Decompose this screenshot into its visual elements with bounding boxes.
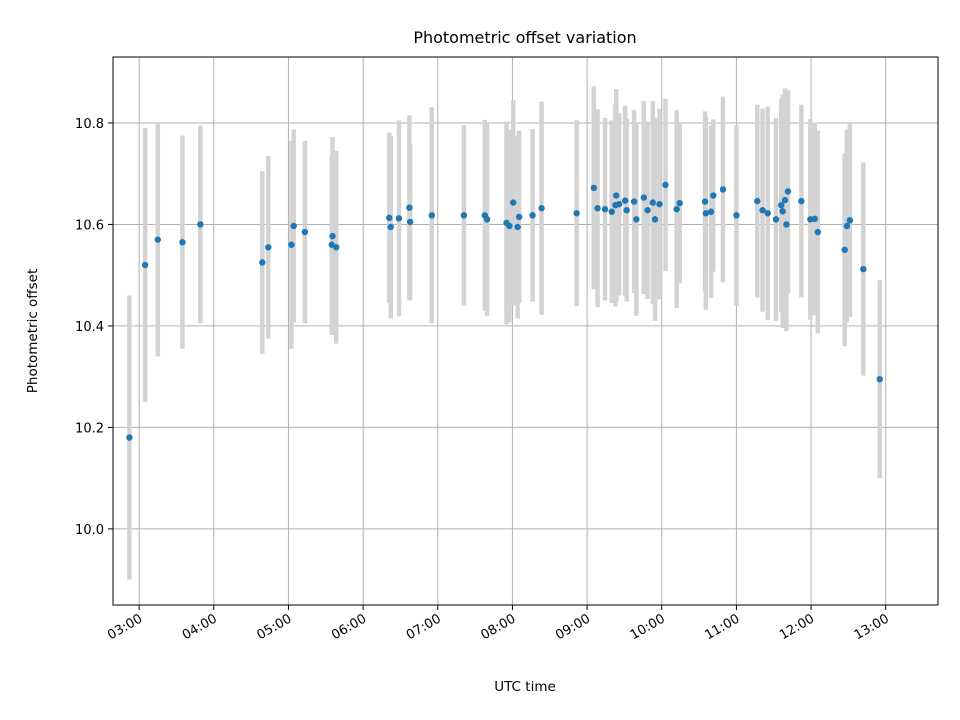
data-point: [843, 222, 851, 230]
data-point: [288, 241, 295, 248]
data-point: [764, 210, 771, 217]
data-point: [841, 246, 848, 254]
y-tick-label: 10.6: [75, 218, 104, 233]
data-point: [613, 192, 620, 199]
data-point: [623, 207, 630, 214]
data-point: [701, 198, 709, 205]
data-point: [483, 216, 491, 223]
data-point: [509, 199, 517, 206]
data-point: [673, 206, 680, 213]
data-point: [333, 244, 340, 251]
data-point: [876, 376, 883, 383]
data-point: [719, 186, 727, 193]
y-tick-label: 10.2: [75, 421, 104, 436]
data-point: [386, 214, 393, 222]
y-tick-label: 10.8: [75, 117, 104, 132]
y-tick-label: 10.4: [75, 320, 104, 335]
data-point: [707, 208, 715, 215]
data-point: [395, 215, 403, 222]
data-point: [772, 216, 780, 223]
data-point: [754, 197, 761, 205]
data-point: [538, 205, 545, 212]
y-tick-label: 10.0: [75, 523, 104, 538]
chart-title: Photometric offset variation: [413, 28, 636, 47]
data-point: [529, 212, 536, 219]
data-point: [590, 184, 598, 192]
data-point: [798, 197, 805, 205]
data-point: [644, 207, 651, 214]
y-axis-label: Photometric offset: [25, 269, 41, 393]
data-point: [406, 204, 413, 211]
data-point: [811, 215, 819, 223]
data-point: [601, 206, 609, 213]
data-point: [197, 221, 204, 228]
data-point: [387, 223, 394, 231]
data-point: [860, 265, 867, 273]
data-point: [428, 212, 436, 219]
data-point: [630, 198, 638, 205]
data-points: [126, 181, 883, 441]
data-point: [633, 216, 640, 223]
data-point: [514, 223, 521, 231]
data-point: [515, 213, 523, 221]
data-point: [733, 212, 740, 219]
data-point: [814, 228, 821, 236]
x-axis-label: UTC time: [494, 679, 556, 695]
data-point: [784, 188, 792, 195]
data-point: [662, 181, 669, 189]
data-point: [290, 222, 297, 230]
data-point: [259, 259, 266, 266]
data-point: [702, 210, 710, 217]
data-point: [460, 212, 468, 219]
data-point: [649, 199, 656, 206]
data-point: [783, 221, 790, 228]
data-point: [608, 208, 615, 215]
data-point: [781, 196, 789, 204]
data-point: [179, 239, 186, 246]
y-axis-ticks: 10.0 10.2 10.4 10.6 10.8: [75, 117, 113, 538]
data-point: [301, 228, 309, 236]
data-point: [710, 192, 717, 199]
data-point: [594, 205, 601, 212]
data-point: [506, 222, 513, 230]
data-point: [778, 201, 785, 209]
data-point: [615, 200, 623, 208]
data-point: [154, 236, 161, 243]
plot-frame: [112, 56, 939, 606]
data-point: [656, 200, 663, 208]
data-point: [640, 194, 648, 201]
data-point: [406, 218, 414, 226]
data-point: [329, 232, 336, 240]
data-point: [779, 208, 786, 215]
data-point: [846, 217, 854, 224]
data-point: [573, 210, 580, 217]
data-point: [126, 434, 133, 441]
data-point: [759, 207, 766, 214]
data-point: [676, 199, 683, 207]
data-point: [141, 261, 149, 269]
data-point: [621, 197, 629, 204]
data-point: [651, 216, 659, 223]
data-point: [265, 244, 272, 251]
